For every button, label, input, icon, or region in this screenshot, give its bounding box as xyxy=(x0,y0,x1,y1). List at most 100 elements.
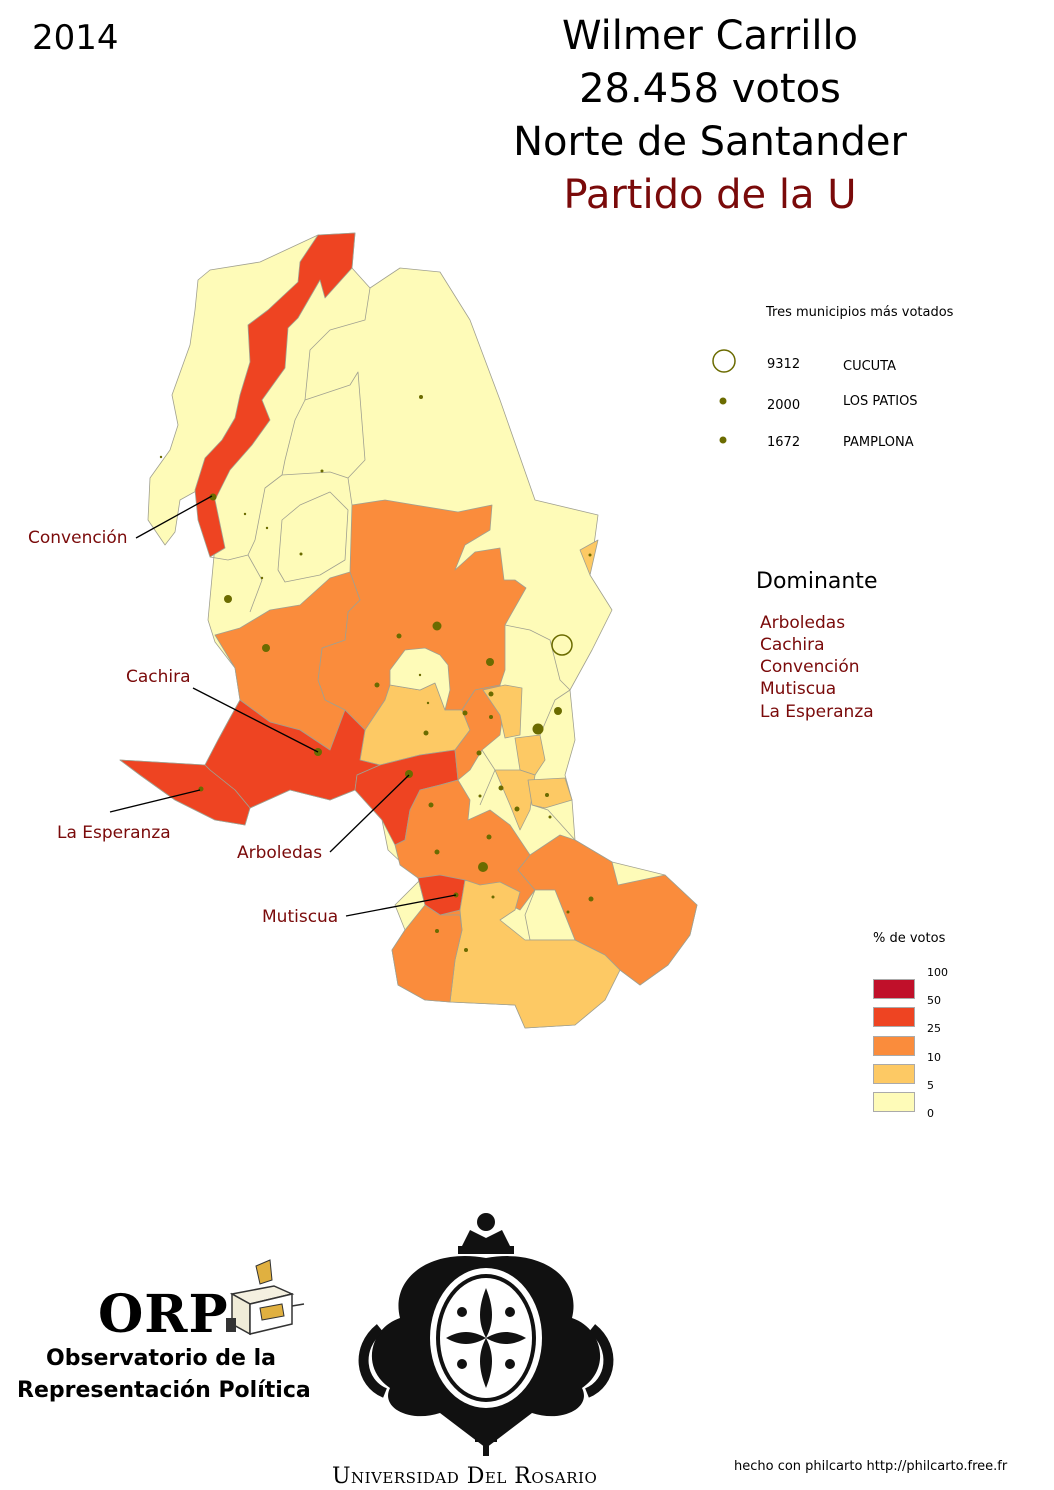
top-municipality-name: CUCUTA xyxy=(843,359,897,374)
centroid-point xyxy=(374,682,380,688)
ballot-box-icon xyxy=(226,1259,305,1336)
top3-marker-large xyxy=(712,349,736,373)
callout-lines xyxy=(109,495,457,917)
orp-logo-text: ORP xyxy=(98,1284,229,1345)
legend-break: 25 xyxy=(927,1022,941,1035)
municipality-convencion xyxy=(194,232,356,558)
legend-swatch-10-25 xyxy=(873,1036,915,1056)
municipality-inner-pale xyxy=(389,647,451,711)
university-name: Universidad Del Rosario xyxy=(332,1464,598,1489)
centroid-point xyxy=(260,576,264,580)
centroid-point xyxy=(478,794,482,798)
dominant-title: Dominante xyxy=(756,569,878,594)
callout-line-la-esperanza xyxy=(109,789,201,813)
callout-line-arboledas xyxy=(329,774,410,853)
centroid-point xyxy=(588,896,594,902)
centroid-point xyxy=(320,469,324,473)
centroid-point xyxy=(299,552,303,556)
year-label: 2014 xyxy=(32,18,119,58)
centroid-point xyxy=(432,621,442,631)
orp-name-line1: Observatorio de la xyxy=(46,1346,277,1371)
top-municipality-votes: 1672 xyxy=(767,435,801,450)
centroid-point xyxy=(498,785,504,791)
dominant-item: La Esperanza xyxy=(760,702,874,722)
centroid-point xyxy=(486,658,494,666)
municipality-east-small-2 xyxy=(514,734,546,776)
legend-break: 50 xyxy=(927,994,941,1007)
municipal-boundaries xyxy=(209,287,576,841)
callout-arboledas: Arboledas xyxy=(237,843,323,863)
centroid-point xyxy=(426,701,430,705)
centroid-point xyxy=(419,395,423,399)
centroid-point xyxy=(396,633,402,639)
party-name: Partido de la U xyxy=(563,172,857,218)
top-municipalities-title: Tres municipios más votados xyxy=(766,305,954,320)
dominant-item: Cachira xyxy=(760,635,825,655)
legend-break: 10 xyxy=(927,1051,941,1064)
dominant-item: Convención xyxy=(760,657,860,677)
legend-break: 0 xyxy=(927,1107,934,1120)
municipality-east-small-4 xyxy=(527,777,573,809)
centroid-point xyxy=(554,707,562,715)
top3-marker-small xyxy=(719,436,727,444)
centroid-point xyxy=(488,691,494,697)
centroid-point xyxy=(405,770,413,778)
legend-swatch-5-10 xyxy=(873,1064,915,1084)
dominant-item: Arboledas xyxy=(760,613,846,633)
legend-swatch-0-5 xyxy=(873,1092,915,1112)
centroid-point xyxy=(532,723,544,735)
centroid-point xyxy=(545,793,549,797)
centroid-point xyxy=(491,895,495,899)
department-name: Norte de Santander xyxy=(513,119,907,165)
centroid-point xyxy=(435,929,439,933)
centroid-point xyxy=(418,673,422,677)
legend-title: % de votos xyxy=(873,931,946,946)
callout-cachira: Cachira xyxy=(126,667,191,687)
centroid-point xyxy=(428,802,434,808)
municipality-east-far xyxy=(579,539,599,576)
callout-la-esperanza: La Esperanza xyxy=(57,823,171,843)
centroid-point xyxy=(548,815,552,819)
centroid-points xyxy=(159,395,594,952)
legend-break: 100 xyxy=(927,966,948,979)
candidate-votes: 28.458 votos xyxy=(579,66,841,112)
centroid-point xyxy=(489,715,493,719)
centroid-point xyxy=(243,512,247,516)
legend-break: 5 xyxy=(927,1079,934,1092)
callout-line-convencion xyxy=(135,495,213,539)
top-municipality-name: PAMPLONA xyxy=(843,435,914,450)
dominant-item: Mutiscua xyxy=(760,679,837,699)
centroid-point xyxy=(486,834,492,840)
legend-swatch-25-50 xyxy=(873,1007,915,1027)
centroid-point xyxy=(159,455,163,459)
centroid-point xyxy=(588,553,592,557)
centroid-point xyxy=(476,750,482,756)
centroid-point xyxy=(434,849,440,855)
callout-convencion: Convención xyxy=(28,528,128,548)
top-municipality-name: LOS PATIOS xyxy=(843,394,918,409)
credit-text: hecho con philcarto http://philcarto.fre… xyxy=(734,1459,1008,1474)
centroid-point xyxy=(566,910,570,914)
cucuta-circle xyxy=(551,634,573,656)
callout-line-cachira xyxy=(192,687,319,753)
centroid-point xyxy=(224,595,232,603)
legend-swatch-50-100 xyxy=(873,979,915,999)
university-crest-icon xyxy=(358,1213,614,1456)
centroid-point xyxy=(478,862,488,872)
centroid-point xyxy=(209,493,217,501)
candidate-name: Wilmer Carrillo xyxy=(561,13,859,59)
municipality-east-small-3 xyxy=(494,769,536,831)
centroid-point xyxy=(514,806,520,812)
centroid-point xyxy=(262,644,270,652)
centroid-point xyxy=(462,710,468,716)
municipality-east-small-1 xyxy=(482,684,523,739)
top-municipality-votes: 2000 xyxy=(767,398,801,413)
centroid-point xyxy=(265,526,269,530)
municipality-la-esperanza xyxy=(119,759,251,826)
orp-name-line2: Representación Política xyxy=(17,1378,311,1403)
callout-line-mutiscua xyxy=(345,894,457,917)
top-municipality-votes: 9312 xyxy=(767,357,801,372)
centroid-point xyxy=(464,948,468,952)
top3-marker-medium xyxy=(719,397,727,405)
